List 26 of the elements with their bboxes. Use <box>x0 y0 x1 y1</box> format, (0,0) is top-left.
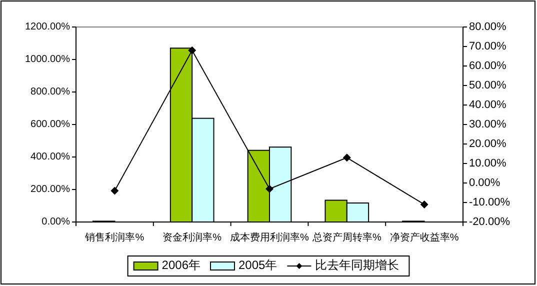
y2tick: 0.00% <box>469 176 500 189</box>
xtick: 销售利润率% <box>85 232 144 244</box>
y2tick: 40.00% <box>469 98 506 111</box>
y2tick: -10.00% <box>469 196 510 208</box>
ytick: 1000.00% <box>24 54 70 66</box>
ytick: 800.00% <box>30 86 70 98</box>
xtick: 成本费用利润率% <box>230 232 309 244</box>
y2tick: 10.00% <box>469 157 506 170</box>
y2tick: 20.00% <box>469 138 506 150</box>
xtick: 总资产周转率% <box>312 232 382 244</box>
ytick: 1200.00% <box>24 22 70 33</box>
xtick: 净资产收益率% <box>390 232 459 244</box>
ytick: 200.00% <box>30 184 70 196</box>
xtick: 资金利润率% <box>162 232 222 244</box>
legend-label: 2006年 <box>162 258 200 272</box>
legend-label: 比去年同期增长 <box>315 258 400 272</box>
legend-label: 2005年 <box>238 258 278 272</box>
y2tick: 80.00% <box>469 20 506 33</box>
y2tick: -20.00% <box>469 216 510 228</box>
y2tick: 30.00% <box>469 118 506 130</box>
ytick: 400.00% <box>30 152 70 163</box>
y2tick: 50.00% <box>469 79 506 92</box>
ytick: 600.00% <box>30 119 70 130</box>
y2tick: 70.00% <box>469 40 506 52</box>
y2tick: 60.00% <box>469 60 506 72</box>
ytick: 0.00% <box>42 216 70 228</box>
